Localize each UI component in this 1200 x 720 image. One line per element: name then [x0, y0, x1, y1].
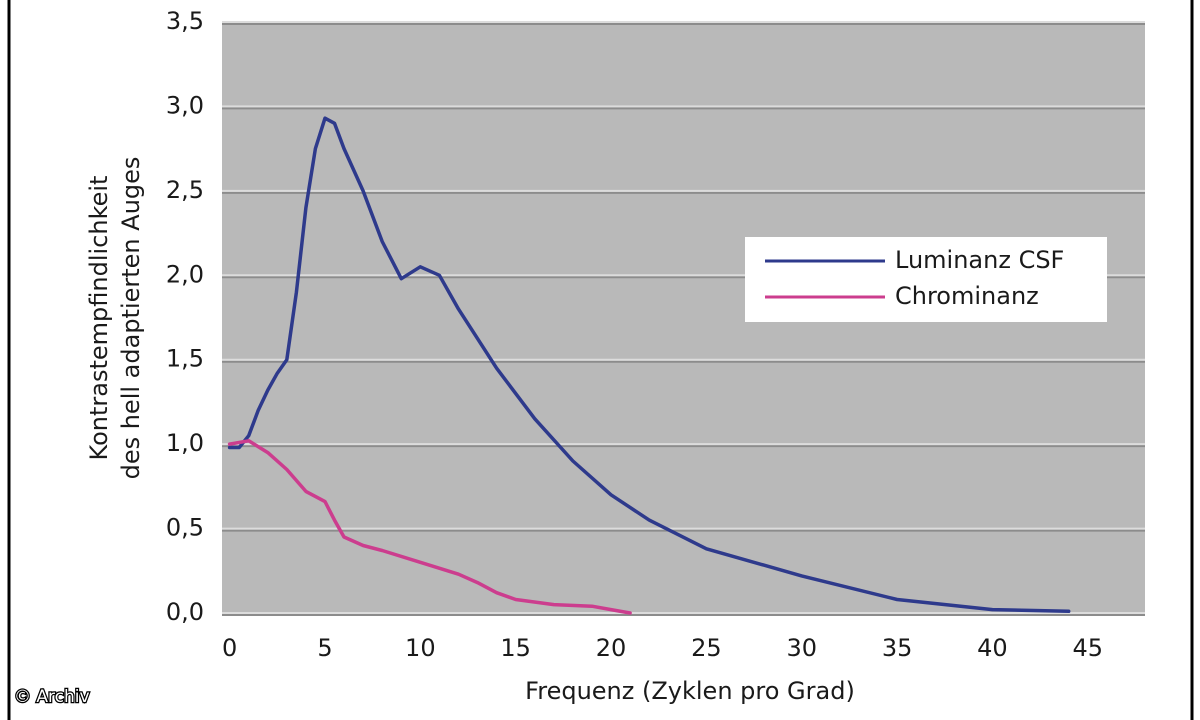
- y-tick-label: 3,5: [166, 7, 204, 35]
- y-tick-label: 0,0: [166, 598, 204, 626]
- x-tick-label: 25: [691, 634, 722, 662]
- x-tick-label: 5: [317, 634, 332, 662]
- y-axis-label-line: des hell adaptierten Auges: [117, 157, 145, 480]
- legend-label: Chrominanz: [895, 282, 1039, 310]
- y-axis-label: Kontrastempfindlichkeit des hell adaptie…: [85, 157, 145, 480]
- x-tick-label: 40: [977, 634, 1008, 662]
- credit: © Archiv: [14, 687, 90, 707]
- y-tick-label: 1,5: [166, 345, 204, 373]
- y-tick-label: 3,0: [166, 91, 204, 119]
- legend-label: Luminanz CSF: [895, 246, 1064, 274]
- y-tick-label: 2,0: [166, 260, 204, 288]
- x-tick-label: 0: [222, 634, 237, 662]
- data-line: [227, 439, 632, 615]
- x-axis-label: Frequenz (Zyklen pro Grad): [525, 677, 855, 705]
- x-tick-label: 45: [1073, 634, 1104, 662]
- y-tick-label: 0,5: [166, 514, 204, 542]
- x-tick-label: 35: [882, 634, 913, 662]
- x-tick-label: 20: [596, 634, 627, 662]
- legend-box: [745, 237, 1107, 322]
- y-tick-label: 1,0: [166, 429, 204, 457]
- data-line: [227, 116, 1071, 614]
- x-tick-label: 15: [500, 634, 531, 662]
- x-tick-label: 30: [786, 634, 817, 662]
- y-tick-label: 2,5: [166, 176, 204, 204]
- y-axis-label-line: Kontrastempfindlichkeit: [85, 176, 113, 461]
- x-tick-label: 10: [405, 634, 436, 662]
